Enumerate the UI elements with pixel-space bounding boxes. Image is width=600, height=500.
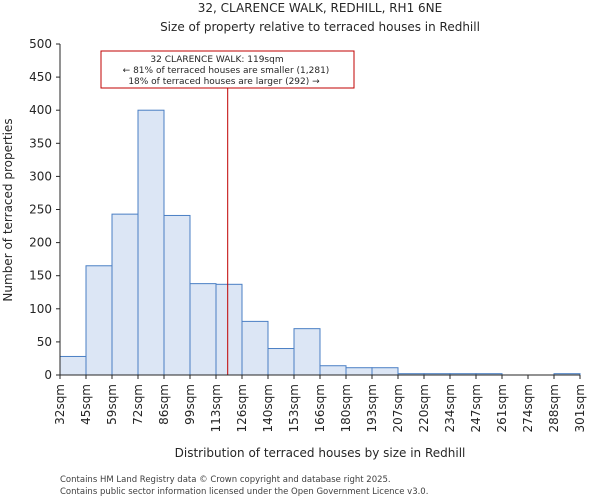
bar-86sqm: [163, 214, 191, 376]
annotation-line-3: 18% of terraced houses are larger (292) …: [128, 77, 320, 87]
y-tick-label: 500: [29, 37, 52, 51]
bar-59sqm: [111, 213, 139, 376]
y-tick-label: 250: [29, 203, 52, 217]
x-tick-label: 32sqm: [53, 384, 67, 425]
chart-title: 32, CLARENCE WALK, REDHILL, RH1 6NE: [198, 1, 442, 15]
x-tick-label: 207sqm: [391, 384, 405, 432]
footer-line-2: Contains public sector information licen…: [60, 487, 428, 497]
y-tick-label: 200: [29, 236, 52, 250]
annotation: 32 CLARENCE WALK: 119sqm ← 81% of terrac…: [100, 50, 355, 89]
x-tick-label: 72sqm: [131, 384, 145, 425]
x-tick-label: 261sqm: [495, 384, 509, 432]
bar-193sqm: [371, 367, 399, 376]
x-tick-label: 193sqm: [365, 384, 379, 432]
x-tick-label: 220sqm: [417, 384, 431, 432]
bar-140sqm: [267, 348, 295, 376]
y-tick-label: 0: [44, 368, 52, 382]
y-tick-label: 150: [29, 269, 52, 283]
y-tick-label: 450: [29, 70, 52, 84]
x-tick-label: 45sqm: [79, 384, 93, 425]
y-ticks: 0 50 100 150 200 250 300 350 400 450 500: [29, 37, 60, 382]
x-tick-label: 113sqm: [209, 384, 223, 432]
x-tick-label: 99sqm: [183, 384, 197, 425]
y-axis-label: Number of terraced properties: [1, 118, 15, 301]
bar-166sqm: [319, 365, 347, 376]
y-tick-label: 350: [29, 136, 52, 150]
bar-180sqm: [345, 367, 373, 376]
x-tick-label: 180sqm: [339, 384, 353, 432]
bar-113sqm: [215, 283, 243, 376]
y-tick-label: 400: [29, 103, 52, 117]
x-ticks: 32sqm 45sqm 59sqm 72sqm 86sqm 99sqm 113sqm 126s…: [53, 375, 587, 432]
annotation-line-1: 32 CLARENCE WALK: 119sqm: [150, 55, 283, 65]
annotation-box: [100, 50, 355, 89]
x-tick-label: 140sqm: [261, 384, 275, 432]
x-axis-label: Distribution of terraced houses by size …: [175, 446, 466, 460]
y-tick-label: 100: [29, 302, 52, 316]
x-tick-label: 288sqm: [547, 384, 561, 432]
bar-72sqm: [137, 109, 165, 376]
bar-45sqm: [85, 265, 113, 376]
x-tick-label: 166sqm: [313, 384, 327, 432]
x-tick-label: 126sqm: [235, 384, 249, 432]
footer-line-1: Contains HM Land Registry data © Crown c…: [60, 475, 391, 485]
bar-153sqm: [293, 328, 321, 376]
x-tick-label: 59sqm: [105, 384, 119, 425]
x-tick-label: 86sqm: [157, 384, 171, 425]
bar-126sqm: [241, 320, 269, 376]
x-tick-label: 301sqm: [573, 384, 587, 432]
x-tick-label: 234sqm: [443, 384, 457, 432]
bar-99sqm: [189, 283, 217, 376]
x-tick-label: 274sqm: [521, 384, 535, 432]
chart-subtitle: Size of property relative to terraced ho…: [160, 20, 480, 34]
y-tick-label: 50: [37, 335, 52, 349]
y-tick-label: 300: [29, 169, 52, 183]
annotation-line-2: ← 81% of terraced houses are smaller (1,…: [123, 66, 330, 76]
bar-32sqm: [59, 355, 87, 376]
bars-group: [59, 109, 581, 376]
x-tick-label: 247sqm: [469, 384, 483, 432]
x-tick-label: 153sqm: [287, 384, 301, 432]
